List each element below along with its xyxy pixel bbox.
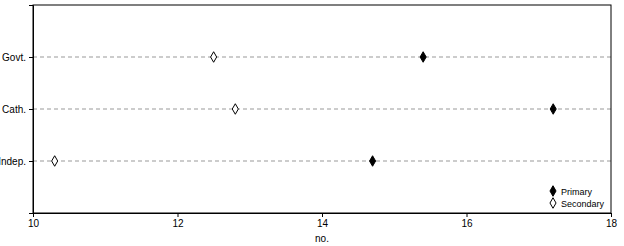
x-tick: 18: [606, 213, 618, 229]
legend: Primary Secondary: [550, 186, 605, 209]
grid: [33, 57, 611, 161]
legend-marker: [550, 198, 556, 209]
x-tick: 14: [317, 213, 329, 229]
x-axis: 10 12 14 16 18: [28, 213, 618, 229]
y-tick: Indep.: [0, 156, 33, 167]
x-tick-label: 10: [28, 218, 40, 229]
x-tick-mark: [322, 213, 323, 217]
x-axis-line: [34, 214, 612, 218]
dot: [52, 156, 58, 167]
dot: [420, 52, 426, 63]
legend-label: Primary: [561, 187, 592, 197]
y-axis: Govt. Cath. Indep.: [0, 6, 34, 214]
legend-label: Secondary: [561, 199, 605, 209]
y-tick-mark: [29, 57, 33, 58]
grid-line: [33, 161, 611, 162]
plot-frame: [33, 5, 611, 213]
legend-marker: [550, 186, 556, 197]
y-tick-label: Cath.: [2, 104, 26, 115]
y-tick-label: Govt.: [2, 52, 26, 63]
x-tick-mark: [467, 213, 468, 217]
dot: [211, 52, 217, 63]
x-tick: 12: [172, 213, 184, 229]
x-axis-title: no.: [315, 233, 329, 244]
y-tick-mark: [29, 161, 33, 162]
plot: 10 12 14 16 18 Govt. Cath. Indep. Primary Seconda…: [0, 5, 617, 229]
y-tick-mark: [29, 109, 33, 110]
x-tick: 16: [461, 213, 473, 229]
grid-line: [33, 109, 611, 110]
chart: 10 12 14 16 18 Govt. Cath. Indep. Primary Seconda…: [0, 0, 624, 246]
x-tick-label: 16: [461, 218, 473, 229]
y-tick: Cath.: [2, 104, 33, 115]
grid-line: [33, 57, 611, 58]
legend-item: Secondary: [550, 198, 605, 209]
x-tick: 10: [28, 213, 40, 229]
dot: [550, 104, 556, 115]
marks: [52, 52, 557, 167]
y-axis-line: [29, 6, 34, 214]
legend-item: Primary: [550, 186, 593, 197]
y-tick-label: Indep.: [0, 156, 26, 167]
x-tick-label: 12: [172, 218, 184, 229]
x-tick-label: 18: [606, 218, 618, 229]
x-tick-mark: [611, 213, 612, 217]
dot: [370, 156, 376, 167]
x-tick-label: 14: [317, 218, 329, 229]
x-tick-mark: [178, 213, 179, 217]
dot: [232, 104, 238, 115]
y-tick: Govt.: [2, 52, 33, 63]
